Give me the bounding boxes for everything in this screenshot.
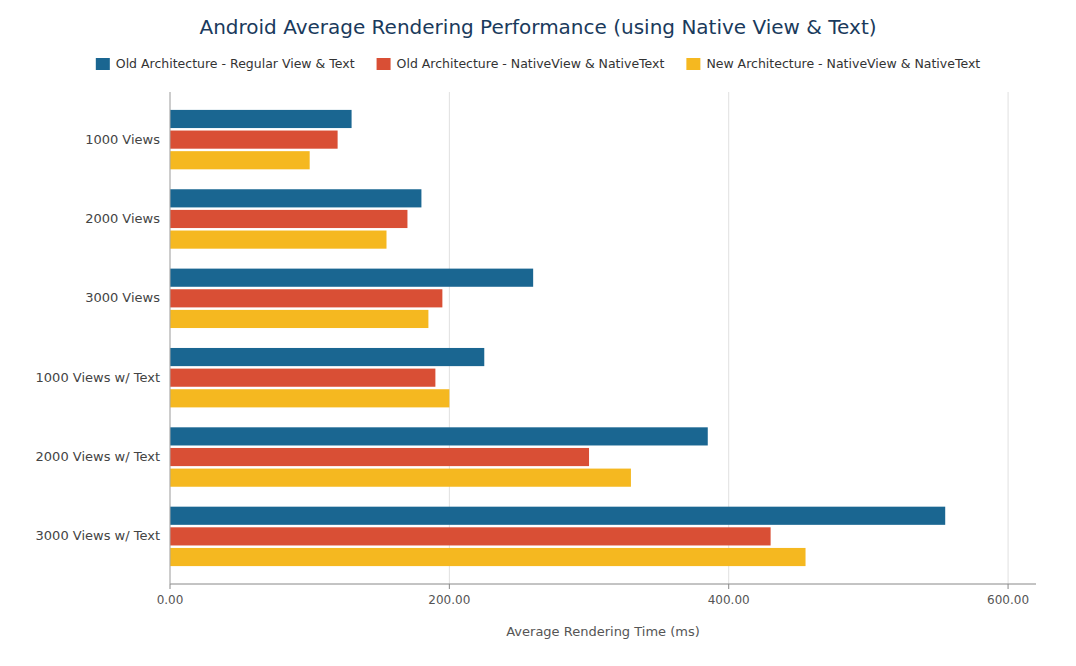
bar <box>170 507 945 525</box>
bar <box>170 469 631 487</box>
tick-label: 600.00 <box>987 593 1029 607</box>
bar <box>170 210 407 228</box>
bar <box>170 131 338 149</box>
bar <box>170 189 421 207</box>
tick-label: 0.00 <box>157 593 184 607</box>
legend-item: Old Architecture - NativeView & NativeTe… <box>377 56 665 71</box>
bar <box>170 289 442 307</box>
grid <box>170 92 1008 584</box>
tick-mark <box>170 584 171 589</box>
bar <box>170 151 310 169</box>
category-label: 3000 Views w/ Text <box>36 528 160 543</box>
bar <box>170 310 428 328</box>
legend-item: New Architecture - NativeView & NativeTe… <box>686 56 980 71</box>
bar <box>170 231 387 249</box>
zero-line <box>170 92 171 584</box>
bar <box>170 427 708 445</box>
legend-swatch <box>377 58 391 70</box>
x-axis-line <box>170 584 1036 585</box>
bar <box>170 269 533 287</box>
bar <box>170 527 771 545</box>
bar <box>170 448 589 466</box>
bar <box>170 548 806 566</box>
category-label: 3000 Views <box>85 290 160 305</box>
legend: Old Architecture - Regular View & Text Ol… <box>96 56 980 71</box>
legend-swatch <box>96 58 110 70</box>
category-label: 2000 Views w/ Text <box>36 449 160 464</box>
legend-label: New Architecture - NativeView & NativeTe… <box>706 56 980 71</box>
category-label: 1000 Views <box>85 132 160 147</box>
bar <box>170 389 449 407</box>
legend-label: Old Architecture - Regular View & Text <box>116 56 355 71</box>
legend-swatch <box>686 58 700 70</box>
x-axis-label: Average Rendering Time (ms) <box>506 624 700 639</box>
tick-label: 400.00 <box>708 593 750 607</box>
tick-mark <box>728 584 729 589</box>
legend-label: Old Architecture - NativeView & NativeTe… <box>397 56 665 71</box>
legend-item: Old Architecture - Regular View & Text <box>96 56 355 71</box>
category-label: 2000 Views <box>85 211 160 226</box>
grid-line <box>170 92 171 584</box>
title: Android Average Rendering Performance (u… <box>199 15 876 39</box>
grid-line <box>1008 92 1009 584</box>
tick-label: 200.00 <box>428 593 470 607</box>
bar <box>170 348 484 366</box>
tick-mark <box>1008 584 1009 589</box>
category-label: 1000 Views w/ Text <box>36 370 160 385</box>
bar <box>170 369 435 387</box>
bar <box>170 110 352 128</box>
tick-mark <box>449 584 450 589</box>
